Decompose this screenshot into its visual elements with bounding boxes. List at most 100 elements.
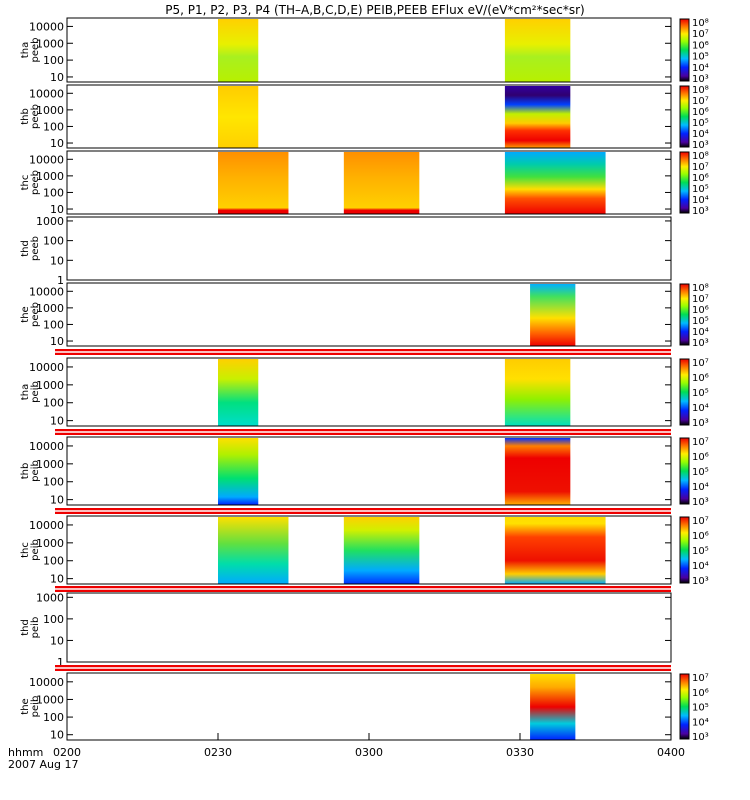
x-tick-label: 0200 bbox=[53, 746, 81, 759]
panel-probe-label: thb bbox=[20, 108, 31, 125]
colorbar-tick-label: 10⁴ bbox=[692, 717, 709, 728]
x-axis-unit-label: hhmm bbox=[8, 746, 43, 759]
colorbar-tick-label: 10⁴ bbox=[692, 63, 709, 74]
y-tick-label: 100 bbox=[43, 54, 64, 67]
colorbar bbox=[679, 358, 690, 426]
colorbar-tick-label: 10⁴ bbox=[692, 129, 709, 140]
y-tick-label: 10 bbox=[50, 137, 64, 150]
colorbar-tick-label: 10⁶ bbox=[692, 305, 709, 316]
panel-frame bbox=[66, 357, 672, 427]
colorbar-tick-label: 10³ bbox=[692, 576, 709, 587]
panel-probe-label: the bbox=[20, 306, 31, 322]
y-tick-label: 100 bbox=[43, 235, 64, 248]
spectrogram-band bbox=[218, 359, 259, 426]
panel-frame bbox=[66, 216, 672, 281]
date-label: 2007 Aug 17 bbox=[8, 758, 78, 771]
panel-species-label: peeb bbox=[30, 104, 41, 129]
colorbar-tick-label: 10⁴ bbox=[692, 327, 709, 338]
spectrogram-band bbox=[343, 517, 420, 584]
colorbar bbox=[679, 18, 690, 82]
y-tick-label: 10000 bbox=[29, 153, 64, 166]
panel-species-label: peib bbox=[30, 381, 41, 403]
colorbar-tick-label: 10⁵ bbox=[692, 546, 709, 557]
colorbar-tick-label: 10⁵ bbox=[692, 316, 709, 327]
x-tick-label: 0300 bbox=[355, 746, 383, 759]
panel-probe-label: thd bbox=[20, 619, 31, 636]
y-tick-label: 1000 bbox=[36, 170, 64, 183]
panel-tha-peib: 10000 1000 100 10 tha peib 10⁷ 10⁶ 10⁵ 10⁴ 10³ bbox=[20, 357, 709, 429]
colorbar-tick-label: 10⁷ bbox=[692, 294, 709, 305]
colorbar-tick-label: 10³ bbox=[692, 497, 709, 508]
spectrogram-band bbox=[218, 438, 259, 505]
y-tick-label: 100 bbox=[43, 555, 64, 568]
panel-species-label: peeb bbox=[30, 236, 41, 261]
y-tick-label: 1000 bbox=[36, 591, 64, 604]
colorbar-tick-label: 10⁷ bbox=[692, 96, 709, 107]
spectrogram-band bbox=[504, 19, 571, 82]
colorbar-tick-label: 10⁴ bbox=[692, 195, 709, 206]
panel-probe-label: tha bbox=[20, 42, 31, 58]
colorbar-tick-label: 10³ bbox=[692, 206, 709, 217]
y-tick-label: 100 bbox=[43, 476, 64, 489]
y-tick-label: 100 bbox=[43, 120, 64, 133]
panel-frame bbox=[66, 17, 672, 83]
colorbar bbox=[679, 151, 690, 214]
y-tick-label: 1000 bbox=[36, 458, 64, 471]
y-tick-label: 10 bbox=[50, 729, 64, 742]
panel-frame bbox=[66, 150, 672, 215]
panel-frame bbox=[66, 592, 672, 663]
colorbar bbox=[679, 437, 690, 505]
colorbar-tick-label: 10⁸ bbox=[692, 283, 709, 294]
y-tick-label: 10000 bbox=[29, 87, 64, 100]
panel-species-label: peeb bbox=[30, 170, 41, 195]
spectrogram-band bbox=[530, 674, 576, 740]
y-tick-label: 100 bbox=[43, 613, 64, 626]
x-tick-label: 0230 bbox=[204, 746, 232, 759]
colorbar-tick-label: 10³ bbox=[692, 338, 709, 349]
y-tick-label: 10000 bbox=[29, 519, 64, 532]
colorbar-tick-label: 10⁷ bbox=[692, 358, 709, 369]
colorbar-tick-label: 10³ bbox=[692, 418, 709, 429]
panel-probe-label: the bbox=[20, 698, 31, 714]
colorbar bbox=[679, 283, 690, 346]
colorbar-tick-label: 10⁶ bbox=[692, 107, 709, 118]
panel-probe-label: thd bbox=[20, 240, 31, 257]
panel-species-label: peeb bbox=[30, 38, 41, 63]
y-tick-label: 10000 bbox=[29, 676, 64, 689]
colorbar-tick-label: 10³ bbox=[692, 732, 709, 743]
panel-the-peib: 10000 1000 100 10 the peib 10⁷ 10⁶ 10⁵ 10⁴ 10³ bbox=[20, 672, 709, 743]
spectrogram-band bbox=[504, 86, 571, 148]
colorbar-tick-label: 10⁶ bbox=[692, 173, 709, 184]
spectrogram-band bbox=[218, 152, 289, 214]
y-tick-label: 100 bbox=[43, 186, 64, 199]
x-tick-label: 0400 bbox=[657, 746, 685, 759]
colorbar bbox=[679, 516, 690, 584]
y-tick-label: 10000 bbox=[29, 440, 64, 453]
colorbar-tick-label: 10⁷ bbox=[692, 673, 709, 684]
chart-title: P5, P1, P2, P3, P4 (TH–A,B,C,D,E) PEIB,P… bbox=[165, 3, 584, 17]
panel-frame bbox=[66, 515, 672, 585]
colorbar-tick-label: 10⁶ bbox=[692, 531, 709, 542]
panel-species-label: peib bbox=[30, 617, 41, 639]
panel-thd-peib: 1000 100 10 1 thd peib bbox=[20, 591, 672, 669]
spectrogram-band bbox=[218, 19, 259, 82]
panel-probe-label: thb bbox=[20, 463, 31, 480]
x-axis: 0200 0230 0300 0330 0400 bbox=[53, 733, 685, 759]
y-tick-label: 100 bbox=[43, 711, 64, 724]
y-tick-label: 1000 bbox=[36, 302, 64, 315]
colorbar-tick-label: 10⁵ bbox=[692, 467, 709, 478]
colorbar-tick-label: 10⁶ bbox=[692, 40, 709, 51]
y-tick-label: 1000 bbox=[36, 693, 64, 706]
spectrogram-band bbox=[504, 152, 606, 214]
y-tick-label: 10000 bbox=[29, 361, 64, 374]
colorbar bbox=[679, 673, 690, 740]
y-tick-label: 1 bbox=[57, 656, 64, 669]
y-tick-label: 10 bbox=[50, 494, 64, 507]
y-tick-label: 1000 bbox=[36, 537, 64, 550]
y-tick-label: 1000 bbox=[36, 379, 64, 392]
colorbar-tick-label: 10⁴ bbox=[692, 482, 709, 493]
